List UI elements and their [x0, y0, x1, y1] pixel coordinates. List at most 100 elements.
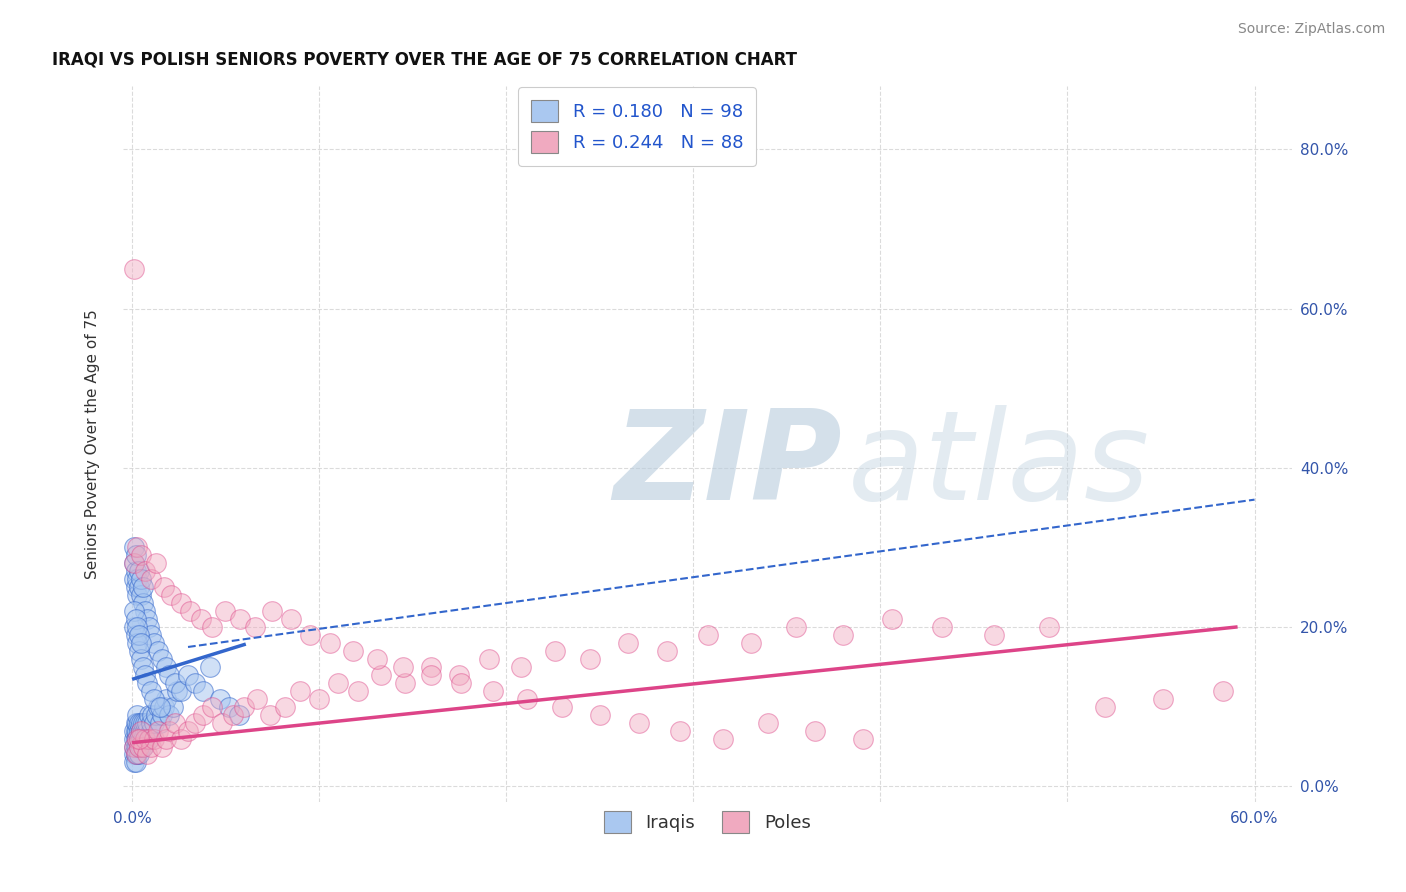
Point: [669, 723, 692, 738]
Point: [135, 747, 157, 762]
Point: [627, 715, 650, 730]
Point: [347, 683, 370, 698]
Point: [233, 699, 256, 714]
Point: [366, 652, 388, 666]
Point: [132, 739, 155, 754]
Point: [128, 739, 150, 754]
Point: [756, 715, 779, 730]
Point: [122, 739, 145, 754]
Point: [146, 644, 169, 658]
Point: [128, 580, 150, 594]
Point: [139, 628, 162, 642]
Point: [143, 691, 166, 706]
Point: [163, 675, 186, 690]
Point: [166, 683, 188, 698]
Point: [214, 604, 236, 618]
Point: [138, 731, 160, 746]
Point: [246, 691, 269, 706]
Point: [128, 739, 150, 754]
Point: [319, 636, 342, 650]
Point: [122, 620, 145, 634]
Point: [711, 731, 734, 746]
Point: [127, 715, 149, 730]
Point: [290, 683, 312, 698]
Point: [208, 691, 231, 706]
Point: [132, 731, 155, 746]
Point: [139, 739, 162, 754]
Point: [127, 739, 149, 754]
Point: [132, 723, 155, 738]
Point: [579, 652, 602, 666]
Point: [280, 612, 302, 626]
Point: [1038, 620, 1060, 634]
Point: [134, 731, 156, 746]
Point: [420, 660, 443, 674]
Point: [308, 691, 330, 706]
Point: [127, 731, 149, 746]
Point: [124, 564, 146, 578]
Point: [122, 557, 145, 571]
Point: [616, 636, 638, 650]
Point: [184, 675, 207, 690]
Point: [124, 747, 146, 762]
Point: [132, 715, 155, 730]
Point: [394, 675, 416, 690]
Point: [139, 572, 162, 586]
Point: [149, 699, 172, 714]
Point: [139, 723, 162, 738]
Point: [122, 747, 145, 762]
Point: [510, 660, 533, 674]
Point: [138, 620, 160, 634]
Point: [127, 731, 149, 746]
Point: [124, 612, 146, 626]
Point: [132, 660, 155, 674]
Point: [551, 699, 574, 714]
Point: [138, 707, 160, 722]
Point: [1152, 691, 1174, 706]
Point: [134, 731, 156, 746]
Point: [124, 756, 146, 770]
Point: [128, 715, 150, 730]
Point: [655, 644, 678, 658]
Point: [157, 668, 180, 682]
Point: [177, 723, 200, 738]
Point: [135, 675, 157, 690]
Point: [129, 739, 152, 754]
Point: [146, 699, 169, 714]
Point: [129, 731, 152, 746]
Point: [740, 636, 762, 650]
Point: [152, 580, 174, 594]
Point: [211, 715, 233, 730]
Point: [218, 699, 240, 714]
Point: [127, 572, 149, 586]
Point: [122, 739, 145, 754]
Point: [129, 549, 152, 563]
Point: [785, 620, 807, 634]
Point: [370, 668, 392, 682]
Point: [450, 675, 472, 690]
Point: [146, 723, 169, 738]
Point: [1212, 683, 1234, 698]
Point: [128, 644, 150, 658]
Point: [124, 549, 146, 563]
Point: [152, 699, 174, 714]
Point: [139, 683, 162, 698]
Point: [274, 699, 297, 714]
Point: [128, 731, 150, 746]
Point: [145, 557, 167, 571]
Point: [132, 739, 155, 754]
Point: [150, 739, 173, 754]
Point: [983, 628, 1005, 642]
Text: ZIP: ZIP: [613, 405, 842, 526]
Point: [134, 715, 156, 730]
Point: [191, 707, 214, 722]
Point: [124, 628, 146, 642]
Point: [135, 723, 157, 738]
Point: [129, 636, 152, 650]
Y-axis label: Seniors Poverty Over the Age of 75: Seniors Poverty Over the Age of 75: [86, 309, 100, 579]
Point: [122, 572, 145, 586]
Point: [129, 723, 152, 738]
Point: [122, 261, 145, 276]
Point: [132, 596, 155, 610]
Point: [326, 675, 349, 690]
